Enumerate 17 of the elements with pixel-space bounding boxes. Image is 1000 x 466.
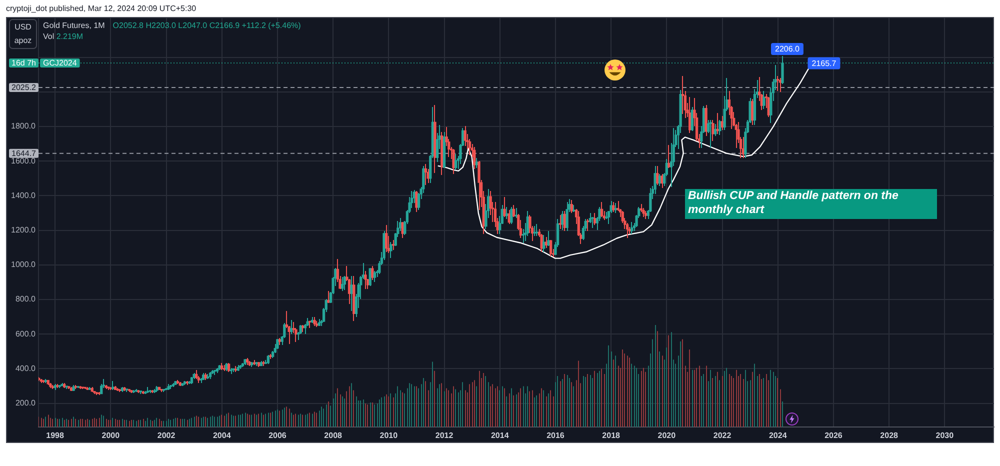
x-tick-label: 2020 (658, 431, 676, 440)
x-tick-label: 2016 (546, 431, 565, 440)
x-tick-label: 2004 (212, 431, 232, 440)
x-tick-label: 1998 (46, 431, 65, 440)
x-tick-label: 2026 (824, 431, 843, 440)
x-tick-label: 2006 (268, 431, 287, 440)
x-tick-label: 2002 (157, 431, 176, 440)
x-tick-label: 2024 (768, 431, 788, 440)
x-tick-label: 2028 (880, 431, 899, 440)
x-tick-label: 2010 (380, 431, 398, 440)
x-tick-label: 2022 (713, 431, 732, 440)
x-tick-label: 2008 (324, 431, 343, 440)
x-tick-label: 2030 (936, 431, 954, 440)
x-tick-label: 2000 (102, 431, 120, 440)
x-tick-label: 2018 (602, 431, 621, 440)
x-tick-label: 2012 (435, 431, 454, 440)
x-tick-label: 2014 (490, 431, 510, 440)
